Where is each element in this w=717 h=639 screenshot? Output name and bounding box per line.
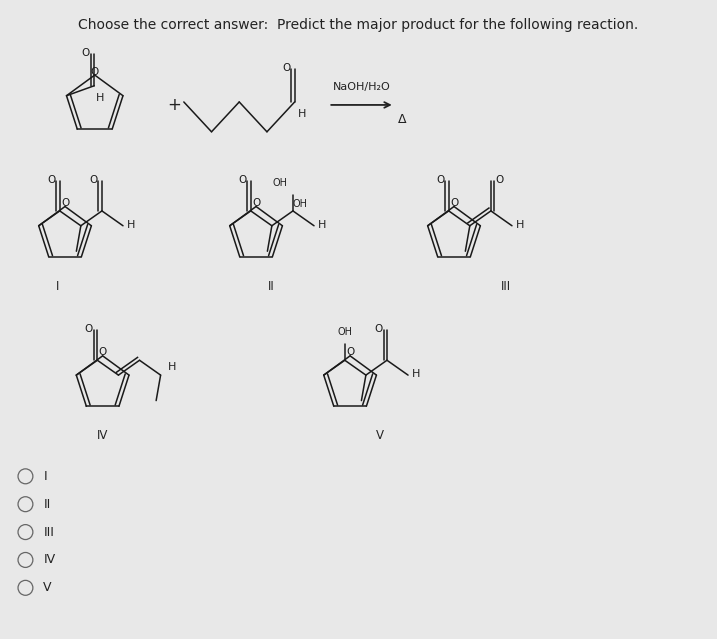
Circle shape	[18, 469, 33, 484]
Text: O: O	[90, 66, 99, 77]
Text: O: O	[89, 175, 98, 185]
Text: +: +	[167, 96, 181, 114]
Text: IV: IV	[43, 553, 55, 566]
Text: III: III	[500, 280, 511, 293]
Text: H: H	[412, 369, 420, 379]
Text: NaOH/H₂O: NaOH/H₂O	[333, 82, 390, 92]
Text: O: O	[82, 48, 90, 58]
Text: I: I	[55, 280, 59, 293]
Text: Choose the correct answer:  Predict the major product for the following reaction: Choose the correct answer: Predict the m…	[78, 19, 639, 33]
Text: V: V	[43, 581, 52, 594]
Text: I: I	[43, 470, 47, 483]
Text: O: O	[252, 198, 260, 208]
Text: O: O	[450, 198, 458, 208]
Text: O: O	[47, 175, 55, 185]
Text: H: H	[318, 220, 326, 230]
Circle shape	[18, 553, 33, 567]
Text: OH: OH	[337, 327, 352, 337]
Text: O: O	[436, 175, 445, 185]
Text: II: II	[43, 498, 50, 511]
Text: O: O	[85, 325, 92, 334]
Text: H: H	[168, 362, 176, 372]
Text: OH: OH	[272, 178, 287, 188]
Text: O: O	[98, 348, 107, 357]
Circle shape	[18, 580, 33, 596]
Text: O: O	[238, 175, 246, 185]
Text: O: O	[282, 63, 290, 73]
Text: O: O	[346, 348, 354, 357]
Text: O: O	[495, 175, 503, 185]
Text: II: II	[267, 280, 275, 293]
Text: H: H	[298, 109, 305, 119]
Text: H: H	[96, 93, 105, 103]
Text: V: V	[376, 429, 384, 442]
Circle shape	[18, 525, 33, 539]
Text: OH: OH	[292, 199, 307, 209]
Circle shape	[18, 497, 33, 512]
Text: IV: IV	[97, 429, 108, 442]
Text: III: III	[43, 525, 54, 539]
Text: Δ: Δ	[399, 113, 407, 127]
Text: H: H	[127, 220, 135, 230]
Text: O: O	[374, 325, 382, 334]
Text: O: O	[61, 198, 69, 208]
Text: H: H	[516, 220, 524, 230]
